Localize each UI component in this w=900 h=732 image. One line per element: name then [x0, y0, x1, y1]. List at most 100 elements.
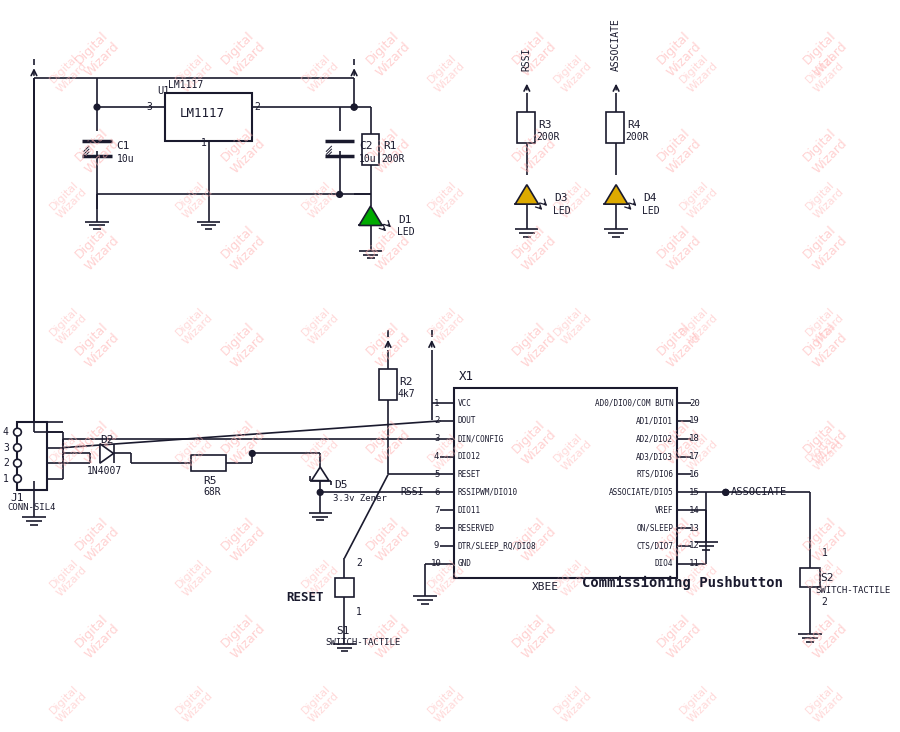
Text: SWITCH-TACTILE: SWITCH-TACTILE: [815, 586, 890, 595]
Text: Digital
Wizard: Digital Wizard: [47, 430, 89, 473]
Text: 17: 17: [689, 452, 700, 461]
Text: 200R: 200R: [626, 132, 649, 142]
Text: 19: 19: [689, 417, 700, 425]
Text: Digital
Wizard: Digital Wizard: [299, 683, 341, 725]
Text: Digital
Wizard: Digital Wizard: [299, 305, 341, 346]
Text: Digital
Wizard: Digital Wizard: [678, 52, 720, 94]
Text: ASSOCIATE/DIO5: ASSOCIATE/DIO5: [608, 488, 673, 497]
Circle shape: [318, 490, 323, 496]
Text: 9: 9: [434, 542, 439, 550]
Text: 2: 2: [356, 558, 362, 568]
Text: ASSOCIATE: ASSOCIATE: [731, 488, 787, 497]
Text: Digital
Wizard: Digital Wizard: [552, 52, 593, 94]
Text: Digital
Wizard: Digital Wizard: [800, 126, 850, 176]
Text: Digital
Wizard: Digital Wizard: [508, 610, 559, 661]
Text: 16: 16: [689, 470, 700, 479]
Text: Digital
Wizard: Digital Wizard: [552, 178, 593, 220]
Text: Digital
Wizard: Digital Wizard: [425, 178, 467, 220]
Text: Digital
Wizard: Digital Wizard: [508, 320, 559, 370]
Text: Digital
Wizard: Digital Wizard: [552, 683, 593, 725]
Text: Digital
Wizard: Digital Wizard: [552, 305, 593, 346]
Text: 1: 1: [356, 607, 362, 616]
Text: Digital
Wizard: Digital Wizard: [47, 52, 89, 94]
Text: RESET: RESET: [286, 591, 324, 604]
Text: Digital
Wizard: Digital Wizard: [425, 430, 467, 473]
Text: Digital
Wizard: Digital Wizard: [173, 683, 215, 725]
Text: Digital
Wizard: Digital Wizard: [425, 556, 467, 599]
Text: SWITCH-TACTILE: SWITCH-TACTILE: [325, 638, 400, 647]
Text: 3: 3: [147, 102, 152, 112]
Circle shape: [14, 444, 22, 452]
Text: C1: C1: [116, 141, 130, 151]
Text: CTS/DIO7: CTS/DIO7: [636, 542, 673, 550]
Text: 12: 12: [689, 542, 700, 550]
Text: Digital
Wizard: Digital Wizard: [218, 514, 267, 564]
Polygon shape: [605, 184, 627, 204]
Text: 200R: 200R: [536, 132, 560, 142]
Text: Digital
Wizard: Digital Wizard: [299, 556, 341, 599]
Text: Digital
Wizard: Digital Wizard: [678, 683, 720, 725]
Text: R5: R5: [203, 476, 217, 485]
Polygon shape: [100, 444, 113, 463]
Circle shape: [14, 475, 22, 482]
Text: Digital
Wizard: Digital Wizard: [47, 556, 89, 599]
Text: LM1117: LM1117: [179, 108, 224, 120]
Text: 10u: 10u: [116, 154, 134, 163]
Bar: [165, 92, 252, 141]
Text: 68R: 68R: [203, 488, 221, 497]
Text: Digital
Wizard: Digital Wizard: [425, 305, 467, 346]
Text: Digital
Wizard: Digital Wizard: [72, 126, 122, 176]
Text: DIO11: DIO11: [458, 506, 482, 515]
Text: Digital
Wizard: Digital Wizard: [72, 320, 122, 370]
Text: Digital
Wizard: Digital Wizard: [47, 683, 89, 725]
Text: 4k7: 4k7: [398, 389, 416, 399]
Circle shape: [337, 192, 343, 198]
Text: LED: LED: [397, 227, 414, 237]
Text: Digital
Wizard: Digital Wizard: [72, 610, 122, 661]
Text: 1N4007: 1N4007: [87, 466, 122, 476]
Text: Digital
Wizard: Digital Wizard: [299, 178, 341, 220]
Text: Digital
Wizard: Digital Wizard: [72, 29, 122, 79]
Text: Digital
Wizard: Digital Wizard: [218, 126, 267, 176]
Text: D3: D3: [554, 193, 568, 203]
Text: 10: 10: [431, 559, 442, 568]
Circle shape: [249, 451, 256, 456]
Text: Digital
Wizard: Digital Wizard: [800, 610, 850, 661]
Text: Digital
Wizard: Digital Wizard: [72, 223, 122, 273]
Text: DIO4: DIO4: [655, 559, 673, 568]
Text: Digital
Wizard: Digital Wizard: [363, 514, 413, 564]
Text: J1: J1: [11, 493, 24, 503]
Text: Digital
Wizard: Digital Wizard: [363, 610, 413, 661]
Text: Digital
Wizard: Digital Wizard: [654, 126, 704, 176]
Circle shape: [14, 459, 22, 467]
Text: AD0/DIO0/COM BUTN: AD0/DIO0/COM BUTN: [595, 398, 673, 408]
Text: RSSI: RSSI: [400, 488, 424, 497]
Text: Digital
Wizard: Digital Wizard: [363, 417, 413, 467]
Text: U1: U1: [158, 86, 170, 96]
Text: 6: 6: [434, 488, 439, 497]
Text: Digital
Wizard: Digital Wizard: [508, 417, 559, 467]
Text: RESERVED: RESERVED: [458, 523, 495, 533]
Text: 1: 1: [201, 138, 207, 148]
Text: Digital
Wizard: Digital Wizard: [508, 514, 559, 564]
Circle shape: [351, 104, 357, 110]
Text: AD2/DIO2: AD2/DIO2: [636, 434, 673, 444]
Text: 2: 2: [434, 417, 439, 425]
Text: Digital
Wizard: Digital Wizard: [654, 417, 704, 467]
Text: Digital
Wizard: Digital Wizard: [173, 178, 215, 220]
Text: Digital
Wizard: Digital Wizard: [800, 417, 850, 467]
Text: AD3/DIO3: AD3/DIO3: [636, 452, 673, 461]
Text: Digital
Wizard: Digital Wizard: [72, 514, 122, 564]
Circle shape: [351, 104, 357, 110]
Text: X1: X1: [459, 370, 474, 384]
Text: 200R: 200R: [382, 154, 405, 163]
Text: ON/SLEEP: ON/SLEEP: [636, 523, 673, 533]
Text: Digital
Wizard: Digital Wizard: [218, 417, 267, 467]
Text: Commissioning Pushbutton: Commissioning Pushbutton: [582, 575, 783, 589]
Text: Digital
Wizard: Digital Wizard: [654, 514, 704, 564]
Text: 10u: 10u: [359, 154, 376, 163]
Text: Digital
Wizard: Digital Wizard: [508, 126, 559, 176]
Bar: [17, 422, 47, 490]
Text: 7: 7: [434, 506, 439, 515]
Text: RSSIPWM/DIO10: RSSIPWM/DIO10: [458, 488, 518, 497]
